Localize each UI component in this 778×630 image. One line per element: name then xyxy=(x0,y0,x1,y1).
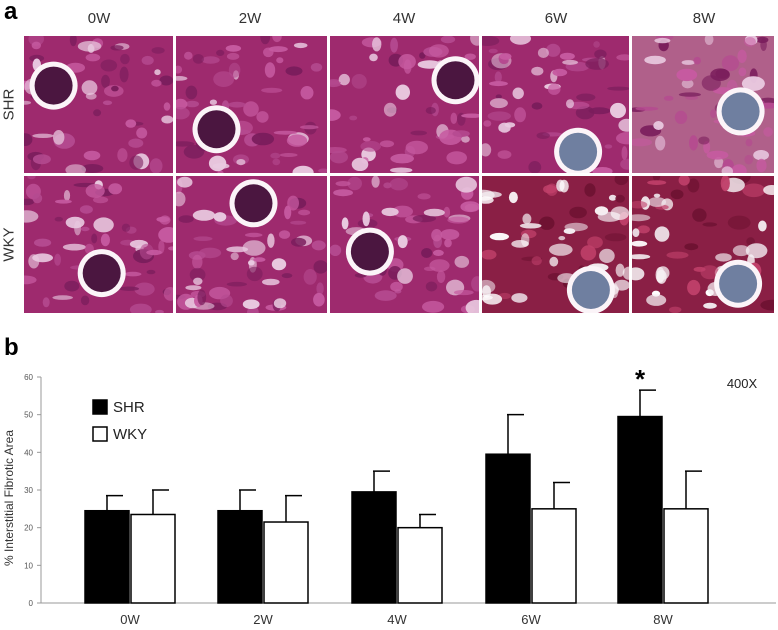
column-label-4w: 4W xyxy=(392,10,416,27)
x-tick-label: 6W xyxy=(521,612,541,627)
x-tick-label: 4W xyxy=(387,612,407,627)
column-label-2w: 2W xyxy=(238,10,262,27)
significance-star: * xyxy=(635,364,646,394)
y-tick-label: 60 xyxy=(24,373,33,382)
y-tick-label: 50 xyxy=(24,411,33,420)
bar-wky-0w xyxy=(130,513,176,604)
legend-label-shr: SHR xyxy=(113,399,145,416)
magnification-label: 400X xyxy=(727,376,758,391)
x-tick-label: 2W xyxy=(253,612,273,627)
row-label-wky: WKY xyxy=(0,226,18,262)
histology-image-shr-2w xyxy=(176,36,327,173)
bar-shr-6w xyxy=(485,453,531,604)
y-tick-label: 40 xyxy=(24,448,33,457)
legend-label-wky: WKY xyxy=(113,426,147,443)
histology-image-wky-0w xyxy=(24,176,173,313)
histology-image-wky-6w xyxy=(482,176,629,313)
histology-image-shr-8w xyxy=(632,36,774,173)
bar-shr-2w xyxy=(217,509,263,604)
bar-chart: 0 10 20 30 40 50 60 % Interstitial Fibrotic Are… xyxy=(2,364,776,627)
bar-shr-8w xyxy=(617,415,663,604)
bar-shr-4w xyxy=(351,491,397,604)
y-axis-label: % Interstitial Fibrotic Area xyxy=(2,430,16,566)
x-tick-label: 8W xyxy=(653,612,673,627)
panel-a-letter: a xyxy=(4,0,18,25)
y-tick-label: 10 xyxy=(24,561,33,570)
y-tick-label: 30 xyxy=(24,486,33,495)
x-tick-label: 0W xyxy=(120,612,140,627)
bar-wky-2w xyxy=(263,521,309,604)
row-label-shr: SHR xyxy=(0,88,18,120)
column-label-0w: 0W xyxy=(87,10,111,27)
histology-image-wky-4w xyxy=(330,176,479,313)
legend-swatch-wky xyxy=(92,426,108,442)
bar-shr-0w xyxy=(84,509,130,604)
histology-image-wky-2w xyxy=(176,176,327,313)
legend-swatch-shr xyxy=(92,399,108,415)
bar-wky-6w xyxy=(531,508,577,604)
histology-image-shr-0w xyxy=(24,36,173,173)
histology-image-shr-6w xyxy=(482,36,629,173)
bar-wky-4w xyxy=(397,526,443,604)
histology-image-wky-8w xyxy=(632,176,774,313)
bar-wky-8w xyxy=(663,508,709,604)
column-label-6w: 6W xyxy=(544,10,568,27)
y-tick-label: 20 xyxy=(24,524,33,533)
y-tick-label: 0 xyxy=(29,599,34,608)
panel-b-letter: b xyxy=(4,334,19,361)
column-label-8w: 8W xyxy=(692,10,716,27)
histology-image-shr-4w xyxy=(330,36,479,173)
